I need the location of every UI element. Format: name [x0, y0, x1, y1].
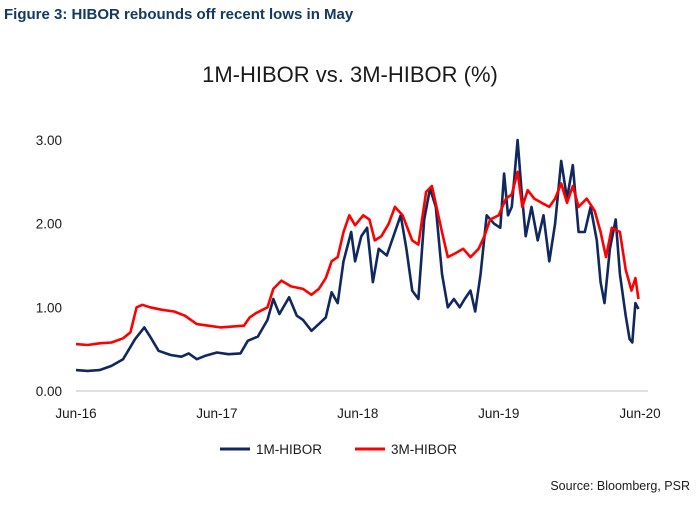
figure-title: Figure 3: HIBOR rebounds off recent lows… — [4, 6, 354, 23]
y-tick-label: 2.00 — [36, 217, 62, 232]
source-note: Source: Bloomberg, PSR — [550, 479, 690, 493]
x-tick-label: Jun-16 — [55, 406, 96, 421]
y-tick-label: 1.00 — [36, 300, 62, 315]
y-tick-label: 3.00 — [36, 133, 62, 148]
legend: 1M-HIBOR 3M-HIBOR — [220, 442, 457, 457]
series-line-1m-hibor — [75, 138, 640, 373]
x-tick-label: Jun-19 — [478, 406, 519, 421]
x-tick-label: Jun-18 — [337, 406, 378, 421]
chart-title: 1M-HIBOR vs. 3M-HIBOR (%) — [202, 62, 498, 87]
legend-label-3m-hibor: 3M-HIBOR — [391, 442, 457, 457]
legend-label-1m-hibor: 1M-HIBOR — [256, 442, 322, 457]
series-line-3m-hibor — [75, 170, 640, 347]
y-tick-label: 0.00 — [36, 384, 62, 399]
x-tick-label: Jun-17 — [196, 406, 237, 421]
x-tick-label: Jun-20 — [619, 406, 660, 421]
plot-area: 0.00 1.00 2.00 3.00 Jun-16 Jun-17 Jun-18 Jun-19… — [36, 133, 661, 421]
